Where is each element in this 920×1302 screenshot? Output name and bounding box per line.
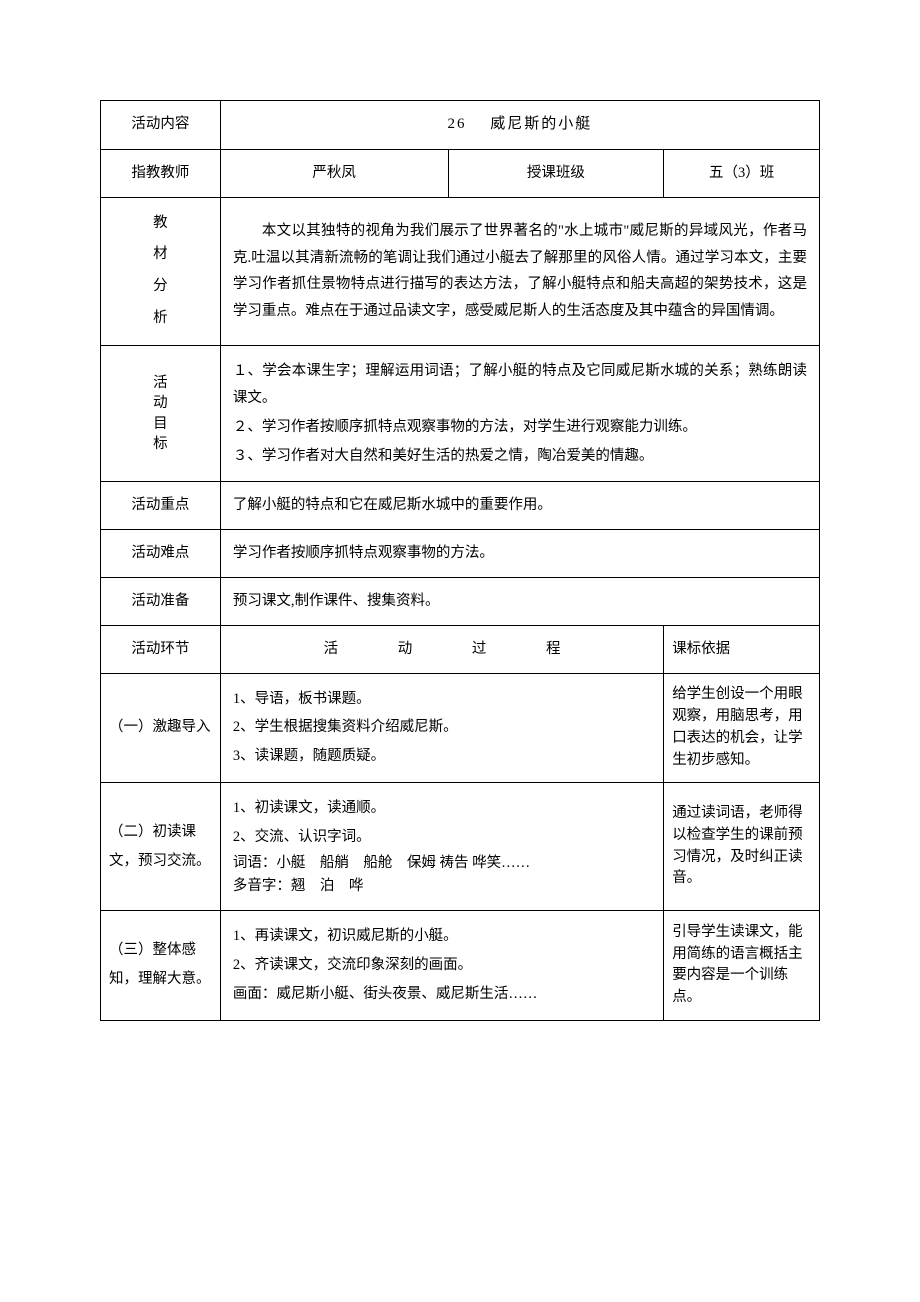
analysis-label-char: 材 <box>109 239 212 271</box>
preparation-label: 活动准备 <box>101 578 221 626</box>
teacher-label: 指教教师 <box>101 149 221 197</box>
row-process-header: 活动环节 活 动 过 程 课标依据 <box>101 625 820 673</box>
stage-1-basis: 给学生创设一个用眼观察，用脑思考，用口表达的机会，让学生初步感知。 <box>664 673 820 782</box>
preparation-text: 预习课文,制作课件、搜集资料。 <box>220 578 819 626</box>
lesson-number: 26 <box>448 116 467 132</box>
stage-content-line: 2、齐读课文，交流印象深刻的画面。 <box>233 952 651 979</box>
basis-header-label: 课标依据 <box>664 625 820 673</box>
row-difficulty: 活动难点 学习作者按顺序抓特点观察事物的方法。 <box>101 530 820 578</box>
row-analysis: 教 材 分 析 本文以其独特的视角为我们展示了世界著名的"水上城市"威尼斯的异域… <box>101 197 820 346</box>
stage-content-line: 词语：小艇 船艄 船舱 保姆 祷告 哗笑…… <box>233 853 651 875</box>
analysis-paragraph: 本文以其独特的视角为我们展示了世界著名的"水上城市"威尼斯的异域风光，作者马克.… <box>233 218 807 325</box>
process-header-char: 程 <box>546 636 561 663</box>
stage-header-label: 活动环节 <box>101 625 221 673</box>
process-header-char: 动 <box>398 636 413 663</box>
analysis-label: 教 材 分 析 <box>101 197 221 346</box>
row-title: 活动内容 26 威尼斯的小艇 <box>101 101 820 150</box>
goals-label-char: 动 <box>109 393 212 413</box>
stage-content-line: 多音字：翘 泊 哗 <box>233 876 651 898</box>
goal-item: ３、学习作者对大自然和美好生活的热爱之情，陶冶爱美的情趣。 <box>233 443 807 470</box>
teacher-name: 严秋凤 <box>220 149 448 197</box>
stage-content-line: 1、再读课文，初识威尼斯的小艇。 <box>233 923 651 950</box>
goals-label-char: 标 <box>109 434 212 454</box>
stage-content-line: 1、初读课文，读通顺。 <box>233 795 651 822</box>
analysis-text: 本文以其独特的视角为我们展示了世界著名的"水上城市"威尼斯的异域风光，作者马克.… <box>220 197 819 346</box>
stage-3-content: 1、再读课文，初识威尼斯的小艇。 2、齐读课文，交流印象深刻的画面。 画面：威尼… <box>220 911 663 1020</box>
row-stage-2: （二）初读课文，预习交流。 1、初读课文，读通顺。 2、交流、认识字词。 词语：… <box>101 783 820 911</box>
row-preparation: 活动准备 预习课文,制作课件、搜集资料。 <box>101 578 820 626</box>
goals-label-char: 活 <box>109 373 212 393</box>
stage-content-line: 1、导语，板书课题。 <box>233 686 651 713</box>
stage-1-content: 1、导语，板书课题。 2、学生根据搜集资料介绍威尼斯。 3、读课题，随题质疑。 <box>220 673 663 782</box>
stage-2-basis: 通过读词语，老师得以检查学生的课前预习情况，及时纠正读音。 <box>664 783 820 911</box>
stage-3-basis: 引导学生读课文，能用简练的语言概括主要内容是一个训练点。 <box>664 911 820 1020</box>
lesson-title: 26 威尼斯的小艇 <box>220 101 819 150</box>
stage-content-line: 画面：威尼斯小艇、街头夜景、威尼斯生活…… <box>233 981 651 1008</box>
row-stage-1: （一）激趣导入 1、导语，板书课题。 2、学生根据搜集资料介绍威尼斯。 3、读课… <box>101 673 820 782</box>
lesson-plan-page: 活动内容 26 威尼斯的小艇 指教教师 严秋凤 授课班级 五（3）班 教 材 分… <box>100 100 820 1021</box>
analysis-label-char: 析 <box>109 303 212 335</box>
goals-content: １、学会本课生字；理解运用词语；了解小艇的特点及它同威尼斯水城的关系；熟练朗读课… <box>220 346 819 482</box>
goals-label: 活 动 目 标 <box>101 346 221 482</box>
stage-content-line: 2、交流、认识字词。 <box>233 824 651 851</box>
goals-label-char: 目 <box>109 414 212 434</box>
difficulty-label: 活动难点 <box>101 530 221 578</box>
goal-item: １、学会本课生字；理解运用词语；了解小艇的特点及它同威尼斯水城的关系；熟练朗读课… <box>233 358 807 412</box>
lesson-plan-table: 活动内容 26 威尼斯的小艇 指教教师 严秋凤 授课班级 五（3）班 教 材 分… <box>100 100 820 1021</box>
stage-2-content: 1、初读课文，读通顺。 2、交流、认识字词。 词语：小艇 船艄 船舱 保姆 祷告… <box>220 783 663 911</box>
difficulty-text: 学习作者按顺序抓特点观察事物的方法。 <box>220 530 819 578</box>
activity-content-label: 活动内容 <box>101 101 221 150</box>
keypoint-text: 了解小艇的特点和它在威尼斯水城中的重要作用。 <box>220 482 819 530</box>
lesson-title-text: 威尼斯的小艇 <box>490 116 592 132</box>
process-header-char: 活 <box>324 636 339 663</box>
row-keypoint: 活动重点 了解小艇的特点和它在威尼斯水城中的重要作用。 <box>101 482 820 530</box>
stage-content-line: 2、学生根据搜集资料介绍威尼斯。 <box>233 714 651 741</box>
stage-1-label: （一）激趣导入 <box>101 673 221 782</box>
analysis-label-char: 教 <box>109 208 212 240</box>
row-teacher: 指教教师 严秋凤 授课班级 五（3）班 <box>101 149 820 197</box>
row-stage-3: （三）整体感知，理解大意。 1、再读课文，初识威尼斯的小艇。 2、齐读课文，交流… <box>101 911 820 1020</box>
stage-content-line: 3、读课题，随题质疑。 <box>233 743 651 770</box>
keypoint-label: 活动重点 <box>101 482 221 530</box>
analysis-label-char: 分 <box>109 271 212 303</box>
class-value: 五（3）班 <box>664 149 820 197</box>
process-header-char: 过 <box>472 636 487 663</box>
stage-2-label: （二）初读课文，预习交流。 <box>101 783 221 911</box>
stage-3-label: （三）整体感知，理解大意。 <box>101 911 221 1020</box>
goal-item: ２、学习作者按顺序抓特点观察事物的方法，对学生进行观察能力训练。 <box>233 414 807 441</box>
process-header-label: 活 动 过 程 <box>220 625 663 673</box>
class-label: 授课班级 <box>448 149 664 197</box>
row-goals: 活 动 目 标 １、学会本课生字；理解运用词语；了解小艇的特点及它同威尼斯水城的… <box>101 346 820 482</box>
